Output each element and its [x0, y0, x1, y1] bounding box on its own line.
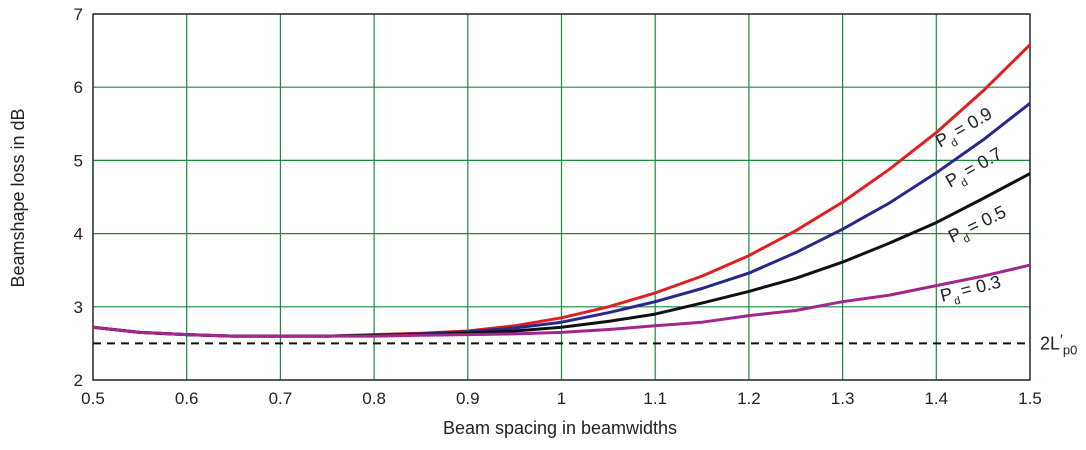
x-tick-label: 0.8	[362, 389, 386, 408]
y-tick-label: 2	[74, 371, 83, 390]
series-label: Pd= 0.5	[945, 202, 1011, 252]
series-line-03	[92, 263, 1031, 338]
y-axis-title: Beamshape loss in dB	[8, 108, 28, 287]
x-tick-label: 1.1	[643, 389, 667, 408]
x-tick-label: 1	[557, 389, 566, 408]
x-tick-label: 0.9	[456, 389, 480, 408]
series-label: Pd= 0.7	[942, 143, 1008, 195]
series-lines	[92, 43, 1032, 338]
y-tick-labels: 2 3 4 5 6 7	[74, 5, 83, 390]
y-tick-label: 7	[74, 5, 83, 24]
reference-line-group: 2L′p0	[93, 331, 1077, 357]
x-axis-title: Beam spacing in beamwidths	[443, 418, 677, 438]
x-tick-label: 1.3	[831, 389, 855, 408]
y-tick-label: 6	[74, 78, 83, 97]
grid	[92, 13, 1031, 381]
y-tick-label: 5	[74, 151, 83, 170]
x-tick-label: 1.4	[924, 389, 948, 408]
x-tick-label: 0.6	[175, 389, 199, 408]
x-tick-label: 0.5	[81, 389, 105, 408]
x-tick-label: 1.2	[737, 389, 761, 408]
series-label: Pd= 0.3	[938, 272, 1004, 311]
x-tick-label: 1.5	[1018, 389, 1042, 408]
curve-labels: Pd= 0.9Pd= 0.7Pd= 0.5Pd= 0.3	[932, 103, 1011, 311]
reference-line-label: 2L′p0	[1040, 331, 1077, 357]
x-tick-label: 0.7	[269, 389, 293, 408]
x-tick-labels: 0.5 0.6 0.7 0.8 0.9 1 1.1 1.2 1.3 1.4 1.5	[81, 389, 1042, 408]
y-tick-label: 4	[74, 225, 83, 244]
y-tick-label: 3	[74, 298, 83, 317]
plot-frame	[92, 13, 1031, 381]
